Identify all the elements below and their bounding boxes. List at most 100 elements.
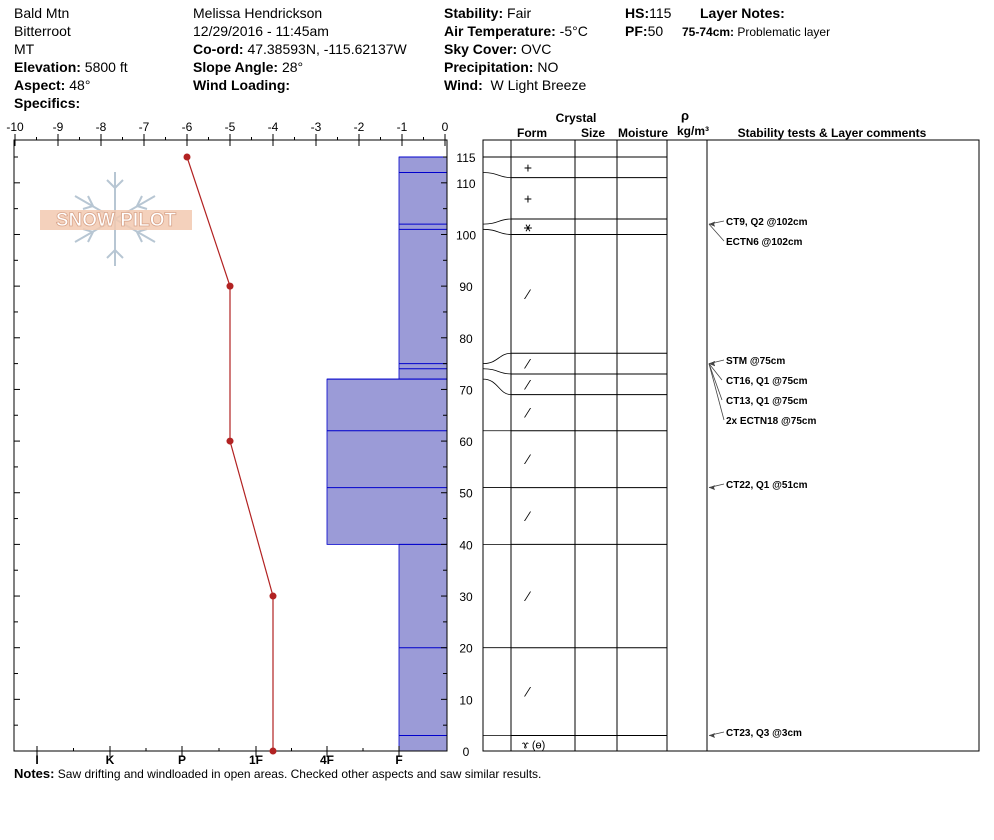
temperature-point [269, 747, 277, 755]
temp-tick-label: -8 [96, 120, 107, 134]
layer-connector [482, 228, 512, 235]
crystal-form-symbol: ⁄ [524, 286, 532, 302]
crystal-header: Crystal [556, 111, 597, 125]
size-header: Size [581, 126, 605, 140]
aspect-value: 48° [69, 77, 91, 93]
temp-tick-label: -2 [354, 120, 365, 134]
density-header: kg/m³ [677, 124, 709, 138]
crystal-form-symbol: ⁄ [524, 588, 532, 604]
pf-value: 50 [647, 23, 664, 39]
test-arrow-head [709, 361, 715, 367]
hardness-bar [398, 156, 448, 380]
sky-cover-field: Sky Cover: OVC [444, 40, 551, 58]
temp-tick-label: 0 [442, 120, 449, 134]
layer-note-text: Problematic layer [737, 25, 831, 39]
temperature-point [269, 592, 277, 600]
table-frame [482, 139, 980, 752]
temp-tick-label: -5 [225, 120, 236, 134]
layer-connector [482, 352, 512, 365]
hs-field: HS:115 [625, 4, 671, 22]
wind-value: W Light Breeze [490, 77, 587, 93]
sky-cover-label: Sky Cover: [444, 41, 518, 57]
crystal-form-symbol: + [524, 159, 532, 175]
height-tick-label: 110 [456, 177, 475, 191]
height-tick-label: 10 [459, 693, 473, 707]
coord-field: Co-ord: 47.38593N, -115.62137W [193, 40, 407, 58]
comments-header: Stability tests & Layer comments [738, 126, 927, 140]
location-name: Bald Mtn [14, 5, 70, 21]
range-name: Bitterroot [14, 23, 71, 39]
layer-connector [482, 172, 512, 179]
state-name: MT [14, 41, 35, 57]
height-tick-label: 80 [459, 332, 473, 346]
hardness-tick-label: P [178, 753, 186, 767]
height-tick-label: 0 [463, 745, 470, 759]
pf-field: PF:50 [625, 22, 663, 40]
slope-label: Slope Angle: [193, 59, 279, 75]
temp-tick-label: -1 [397, 120, 408, 134]
stability-test-label: CT22, Q1 @51cm [726, 480, 808, 491]
height-tick-label: 50 [459, 487, 473, 501]
temp-tick-label: -3 [311, 120, 322, 134]
crystal-form-symbol: ⁄ [524, 451, 532, 467]
layer-connector [482, 218, 512, 225]
crystal-form-symbol: ⁄ [524, 376, 532, 392]
hardness-bar [326, 378, 448, 545]
layer-notes-field: Layer Notes: [700, 4, 785, 22]
specifics-field: Specifics: [14, 94, 80, 112]
form-header: Form [517, 126, 547, 140]
stability-test-label: CT16, Q1 @75cm [726, 376, 808, 387]
temperature-point [226, 437, 234, 445]
layer-notes-label: Layer Notes: [700, 5, 785, 21]
stability-test-label: STM @75cm [726, 356, 785, 367]
slope-field: Slope Angle: 28° [193, 58, 303, 76]
stability-value: Fair [507, 5, 532, 21]
coord-value: 47.38593N, -115.62137W [247, 41, 407, 57]
temp-tick-label: -10 [6, 120, 24, 134]
wind-field: Wind: W Light Breeze [444, 76, 586, 94]
temperature-point [183, 153, 191, 161]
notes-field: Notes: Saw drifting and windloaded in op… [14, 766, 541, 781]
layer-connector [482, 378, 512, 395]
hardness-tick-label: K [106, 753, 115, 767]
elevation-field: Elevation: 5800 ft [14, 58, 128, 76]
hardness-tick-label: F [395, 753, 402, 767]
snowpilot-watermark: SNOW PILOT [40, 172, 192, 266]
stability-test-label: CT13, Q1 @75cm [726, 396, 808, 407]
test-arrow-line [708, 363, 725, 421]
crystal-form-symbol: ⁄ [524, 684, 532, 700]
hs-label: HS: [625, 5, 650, 21]
sky-cover-value: OVC [521, 41, 552, 57]
temp-tick-label: -6 [182, 120, 193, 134]
stability-label: Stability: [444, 5, 504, 21]
temperature-point [226, 282, 234, 290]
watermark-band [40, 210, 192, 230]
air-temp-field: Air Temperature: -5°C [444, 22, 588, 40]
layer-connector [482, 368, 512, 375]
layer-note-range: 75-74cm: [682, 25, 735, 39]
stability-tests: CT9, Q2 @102cm ECTN6 @102cm STM @75cm CT16,… [708, 217, 816, 739]
precip-value: NO [537, 59, 559, 75]
wind-loading-field: Wind Loading: [193, 76, 290, 94]
precip-field: Precipitation: NO [444, 58, 558, 76]
hardness-tick-label: I [35, 753, 38, 767]
observation-datetime: 12/29/2016 - 11:45am [193, 23, 329, 39]
temp-tick-label: -9 [53, 120, 64, 134]
rho-header: ρ [681, 108, 689, 123]
test-arrow-head [709, 221, 715, 227]
hs-value: 115 [649, 5, 672, 21]
pf-label: PF: [625, 23, 648, 39]
watermark-text: SNOW PILOT [56, 210, 177, 231]
air-temp-label: Air Temperature: [444, 23, 556, 39]
temperature-hardness-plot: -10 -9 -8 -7 -6 -5 -4 -3 -2 -1 0I K P 1F 4F F0102030405… [6, 120, 476, 767]
moisture-header: Moisture [618, 126, 668, 140]
test-arrow-line [708, 363, 723, 401]
stability-test-label: CT9, Q2 @102cm [726, 217, 808, 228]
stability-field: Stability: Fair [444, 4, 531, 22]
stability-test-label: 2x ECTN18 @75cm [726, 416, 816, 427]
specifics-label: Specifics: [14, 95, 81, 111]
stability-test-label: ECTN6 @102cm [726, 237, 803, 248]
layer-table: + + ⚹ ⁄ ⁄ ⁄ ⁄ ⁄ ⁄ ⁄ ⁄ ɤ (ɵ) [482, 139, 980, 752]
test-arrow-head [709, 733, 715, 739]
